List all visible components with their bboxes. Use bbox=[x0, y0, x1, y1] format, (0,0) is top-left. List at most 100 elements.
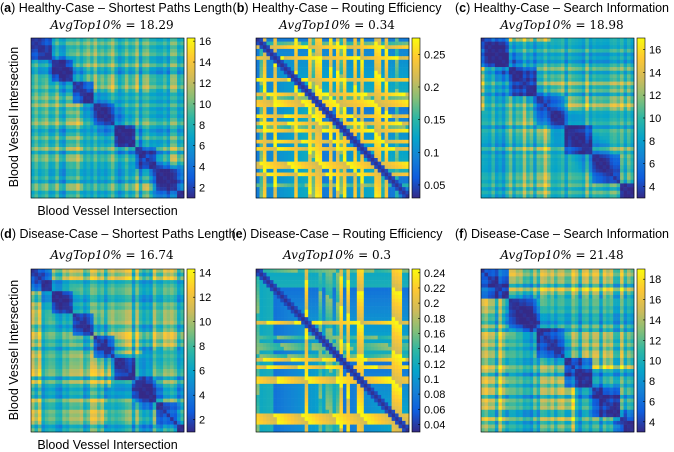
heatmap-cell bbox=[31, 67, 35, 71]
heatmap-cell bbox=[170, 154, 174, 158]
heatmap-cell bbox=[498, 114, 502, 118]
heatmap-cell bbox=[339, 114, 343, 118]
heatmap-cell bbox=[76, 169, 80, 173]
heatmap-cell bbox=[367, 154, 371, 158]
heatmap-cell bbox=[624, 82, 628, 86]
heatmap-cell bbox=[149, 107, 153, 111]
heatmap-cell bbox=[69, 122, 73, 126]
heatmap-cell bbox=[561, 111, 565, 115]
heatmap-cell bbox=[603, 114, 607, 118]
heatmap-cell bbox=[160, 42, 164, 46]
heatmap-cell bbox=[308, 147, 312, 151]
heatmap-cell bbox=[346, 71, 350, 75]
heatmap-cell bbox=[52, 74, 56, 78]
heatmap-cell bbox=[495, 49, 499, 53]
heatmap-cell bbox=[284, 56, 288, 60]
heatmap-cell bbox=[540, 114, 544, 118]
heatmap-cell bbox=[284, 140, 288, 144]
heatmap-cell bbox=[385, 53, 389, 57]
heatmap-cell bbox=[108, 71, 112, 75]
heatmap-cell bbox=[378, 173, 382, 177]
heatmap-cell bbox=[55, 122, 59, 126]
colorbar-tick-label: 0.05 bbox=[424, 180, 445, 192]
heatmap-cell bbox=[568, 107, 572, 111]
heatmap-cell bbox=[121, 122, 125, 126]
heatmap-cell bbox=[156, 169, 160, 173]
heatmap-cell bbox=[481, 111, 485, 115]
heatmap-cell bbox=[571, 111, 575, 115]
heatmap-cell bbox=[153, 133, 157, 137]
heatmap-cell bbox=[620, 122, 624, 126]
heatmap-cell bbox=[533, 60, 537, 64]
heatmap-cell bbox=[139, 89, 143, 93]
heatmap-cell bbox=[519, 96, 523, 100]
heatmap-cell bbox=[488, 67, 492, 71]
heatmap-cell bbox=[160, 85, 164, 89]
heatmap-cell bbox=[146, 53, 150, 57]
heatmap-cell bbox=[104, 38, 108, 42]
heatmap-cell bbox=[108, 60, 112, 64]
heatmap-cell bbox=[308, 165, 312, 169]
heatmap-cell bbox=[108, 107, 112, 111]
heatmap-cell bbox=[339, 187, 343, 191]
heatmap-cell bbox=[167, 60, 171, 64]
heatmap-cell bbox=[97, 122, 101, 126]
heatmap-cell bbox=[592, 96, 596, 100]
heatmap-cell bbox=[101, 38, 105, 42]
heatmap-cell bbox=[111, 180, 115, 184]
heatmap-cell bbox=[603, 111, 607, 115]
heatmap-cell bbox=[388, 71, 392, 75]
heatmap-cell bbox=[114, 89, 118, 93]
heatmap-cell bbox=[512, 71, 516, 75]
heatmap-cell bbox=[312, 176, 316, 180]
heatmap-cell bbox=[31, 125, 35, 129]
heatmap-cell bbox=[41, 53, 45, 57]
heatmap-cell bbox=[153, 93, 157, 97]
heatmap-cell bbox=[163, 71, 167, 75]
heatmap-cell bbox=[287, 122, 291, 126]
heatmap-cell bbox=[502, 103, 506, 107]
heatmap-cell bbox=[45, 82, 49, 86]
heatmap-cell bbox=[41, 187, 45, 191]
heatmap-cell bbox=[263, 140, 267, 144]
heatmap-cell bbox=[277, 122, 281, 126]
heatmap-cell bbox=[97, 67, 101, 71]
heatmap-cell bbox=[350, 173, 354, 177]
heatmap-cell bbox=[301, 45, 305, 49]
heatmap-cell bbox=[149, 49, 153, 53]
heatmap-cell bbox=[59, 162, 63, 166]
heatmap-cell bbox=[392, 133, 396, 137]
heatmap-cell bbox=[125, 136, 129, 140]
heatmap-cell bbox=[280, 143, 284, 147]
heatmap-cell bbox=[114, 191, 118, 195]
heatmap-cell bbox=[498, 71, 502, 75]
heatmap-cell bbox=[402, 133, 406, 137]
heatmap-cell bbox=[259, 143, 263, 147]
heatmap-cell bbox=[284, 147, 288, 151]
heatmap-cell bbox=[364, 158, 368, 162]
heatmap-cell bbox=[367, 114, 371, 118]
heatmap-cell bbox=[360, 125, 364, 129]
heatmap-cell bbox=[326, 107, 330, 111]
heatmap-cell bbox=[512, 111, 516, 115]
heatmap-cell bbox=[146, 173, 150, 177]
heatmap-cell bbox=[263, 85, 267, 89]
heatmap-cell bbox=[90, 140, 94, 144]
heatmap-cell bbox=[558, 122, 562, 126]
heatmap-cell bbox=[519, 82, 523, 86]
heatmap-cell bbox=[298, 60, 302, 64]
heatmap-cell bbox=[350, 176, 354, 180]
heatmap-cell bbox=[357, 89, 361, 93]
heatmap-cell bbox=[346, 118, 350, 122]
heatmap-cell bbox=[69, 93, 73, 97]
heatmap-cell bbox=[149, 176, 153, 180]
heatmap-cell bbox=[146, 60, 150, 64]
heatmap-cell bbox=[399, 154, 403, 158]
heatmap-cell bbox=[596, 56, 600, 60]
heatmap-cell bbox=[69, 162, 73, 166]
heatmap-cell bbox=[627, 122, 631, 126]
heatmap-cell bbox=[87, 133, 91, 137]
heatmap-cell bbox=[170, 49, 174, 53]
heatmap-cell bbox=[149, 129, 153, 133]
